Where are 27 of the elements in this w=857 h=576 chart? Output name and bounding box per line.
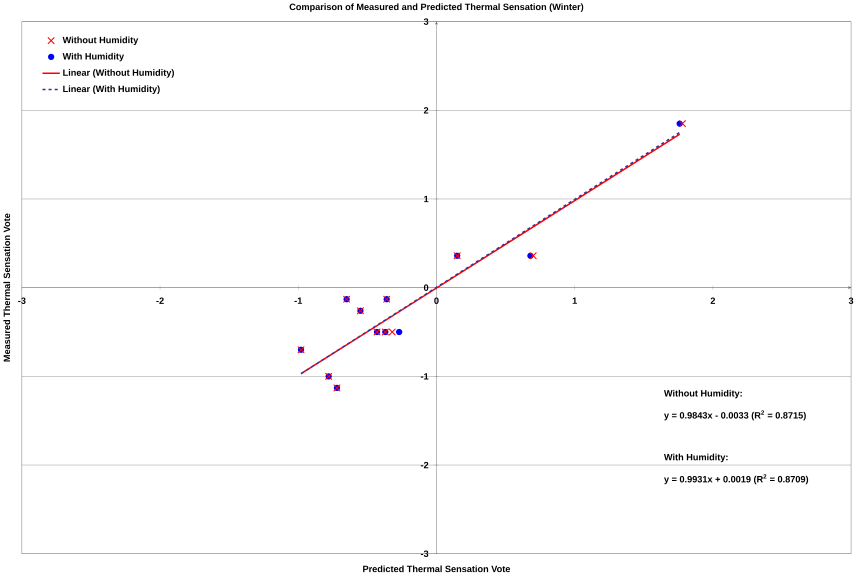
point (678, 120, 686, 128)
x-axis-title: Predicted Thermal Sensation Vote (363, 566, 510, 572)
x-tick-label: -3 (18, 298, 26, 304)
y-tick-label: 2 (424, 107, 428, 114)
x-tick-label: 0 (434, 298, 439, 304)
x-tick-label: -2 (156, 298, 164, 304)
annotation: y = 0.9931x + 0.0019 (R$^{2}$ = 0.8709) (664, 474, 808, 484)
legend-label: Without Humidity (62, 36, 138, 46)
x-tick-label: -1 (294, 298, 302, 304)
annotation: Without Humidity: (664, 390, 742, 399)
x-tick-label: 2 (710, 298, 716, 304)
point (529, 252, 537, 260)
annotation: With Humidity: (664, 454, 728, 462)
x-tick-label: 1 (572, 298, 577, 304)
y-tick-label: 3 (424, 18, 428, 26)
y-tick-label: 1 (424, 196, 428, 202)
chart-title: Comparison of Measured and Predicted Thermal Sensation (Winter) (290, 4, 584, 12)
y-tick-label: -2 (420, 462, 428, 468)
legend-label: Linear (With Humidity) (63, 86, 160, 94)
point (396, 329, 402, 336)
y-axis-title: Measured Thermal Sensation Vote (3, 214, 10, 362)
y-tick-label: -1 (420, 373, 428, 380)
legend-label: Linear (Without Humidity) (63, 69, 174, 78)
annotation: y = 0.9843x - 0.0033 (R$^{2}$ = 0.8715) (664, 410, 806, 421)
legend-label: With Humidity (62, 53, 124, 62)
x-tick-label: 3 (848, 298, 854, 304)
y-tick-label: 0 (424, 284, 428, 292)
